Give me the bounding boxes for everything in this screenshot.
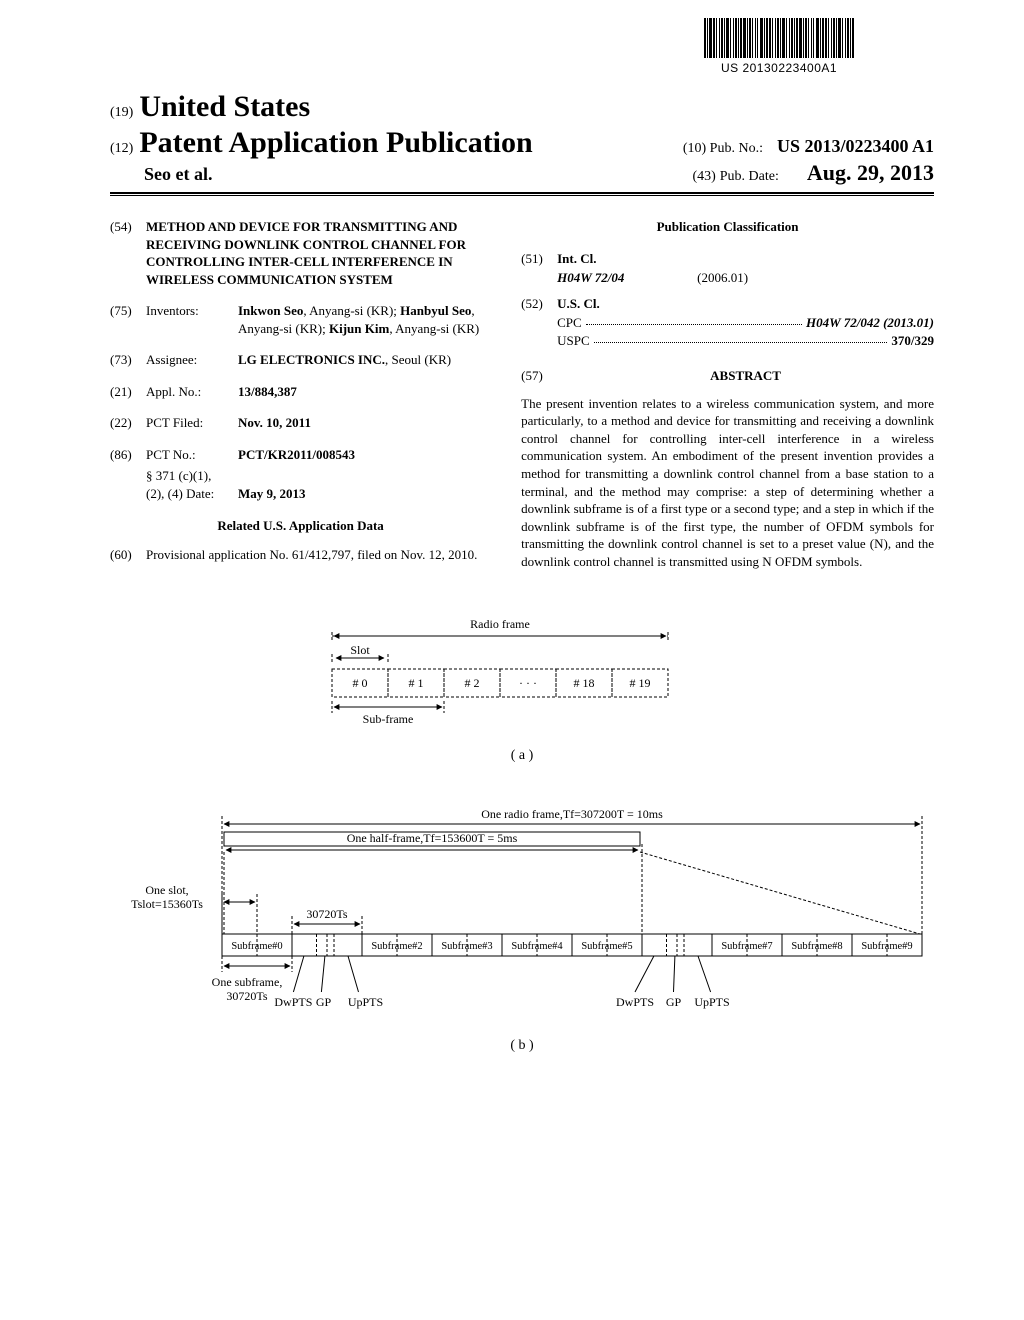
applno-label: Appl. No.: [146, 383, 238, 401]
svg-text:Sub-frame: Sub-frame [363, 712, 414, 726]
pct-filed: Nov. 10, 2011 [238, 414, 491, 432]
pctfiled-label: PCT Filed: [146, 414, 238, 432]
svg-text:30720Ts: 30720Ts [306, 907, 347, 921]
divider-thin [110, 195, 934, 196]
svg-text:Slot: Slot [350, 643, 370, 657]
country: United States [139, 90, 310, 124]
inventors-label: Inventors: [146, 302, 238, 337]
field-num-43: (43) [692, 169, 715, 184]
field-num-54: (54) [110, 218, 146, 288]
svg-text:GP: GP [666, 995, 682, 1009]
figure-a-caption: ( a ) [110, 748, 934, 764]
authors: Seo et al. [144, 164, 212, 185]
pct-no: PCT/KR2011/008543 [238, 446, 491, 464]
field-num-52: (52) [521, 295, 557, 313]
divider-thick [110, 192, 934, 194]
provisional-app: Provisional application No. 61/412,797, … [146, 546, 491, 564]
svg-text:· · ·: · · · [519, 676, 537, 690]
field-num-57: (57) [521, 367, 557, 385]
svg-text:# 18: # 18 [574, 676, 595, 690]
doc-type: Patent Application Publication [139, 126, 532, 160]
svg-text:One radio frame,Tf=307200T = 1: One radio frame,Tf=307200T = 10ms [481, 807, 663, 821]
field-num-60: (60) [110, 546, 146, 564]
pub-class-header: Publication Classification [521, 218, 934, 236]
appl-no: 13/884,387 [238, 383, 491, 401]
svg-text:Tslot=15360Ts: Tslot=15360Ts [131, 897, 203, 911]
svg-text:DwPTS: DwPTS [616, 995, 654, 1009]
svg-text:# 0: # 0 [353, 676, 368, 690]
field-num-73: (73) [110, 351, 146, 369]
svg-text:DwPTS: DwPTS [274, 995, 312, 1009]
dots-icon [594, 332, 888, 343]
pubdate-label: Pub. Date: [720, 169, 779, 184]
svg-text:One half-frame,Tf=153600T = 5m: One half-frame,Tf=153600T = 5ms [347, 831, 518, 845]
biblio-columns: (54) METHOD AND DEVICE FOR TRANSMITTING … [110, 218, 934, 578]
intcl-code: H04W 72/04 [557, 269, 697, 287]
figure-b-caption: ( b ) [110, 1038, 934, 1054]
field-num-22: (22) [110, 414, 146, 432]
left-column: (54) METHOD AND DEVICE FOR TRANSMITTING … [110, 218, 491, 578]
pub-date: Aug. 29, 2013 [807, 160, 934, 185]
field-num-19: (19) [110, 105, 133, 121]
header: (19) United States (12) Patent Applicati… [110, 90, 934, 196]
pubno-label: Pub. No.: [710, 141, 763, 156]
inventors: Inkwon Seo, Anyang-si (KR); Hanbyul Seo,… [238, 302, 491, 337]
field-num-12: (12) [110, 141, 133, 157]
intcl-label: Int. Cl. [557, 250, 934, 268]
uspc-label: USPC [557, 332, 590, 350]
cpc-label: CPC [557, 314, 582, 332]
barcode-block: US 20130223400A1 [704, 18, 854, 75]
figure-a: Radio frame Slot # 0 # 1 # 2 · · · # 18 # 19 Sub… [312, 614, 732, 734]
s371-date: May 9, 2013 [238, 485, 491, 503]
intcl-date: (2006.01) [697, 269, 748, 287]
cpc-code: H04W 72/042 (2013.01) [806, 315, 934, 330]
pctno-label: PCT No.: [146, 446, 238, 464]
related-app-header: Related U.S. Application Data [110, 517, 491, 535]
assignee: LG ELECTRONICS INC., Seoul (KR) [238, 351, 491, 369]
s371-line2: (2), (4) Date: [146, 485, 238, 503]
figure-b: One radio frame,Tf=307200T = 10ms One hal… [112, 804, 932, 1024]
barcode-number: US 20130223400A1 [704, 61, 854, 75]
svg-text:UpPTS: UpPTS [348, 995, 383, 1009]
dots-icon [586, 314, 802, 325]
svg-text:GP: GP [316, 995, 332, 1009]
field-num-10: (10) [683, 141, 706, 156]
s371-line1: § 371 (c)(1), [146, 467, 491, 485]
uscl-label: U.S. Cl. [557, 295, 934, 313]
abstract-text: The present invention relates to a wirel… [521, 395, 934, 570]
svg-text:UpPTS: UpPTS [694, 995, 729, 1009]
cpc-value: H04W 72/042 (2013.01) [806, 314, 934, 332]
uspc-value: 370/329 [891, 332, 934, 350]
svg-text:30720Ts: 30720Ts [226, 989, 267, 1003]
svg-text:One subframe,: One subframe, [212, 975, 283, 989]
field-num-86: (86) [110, 446, 146, 464]
svg-text:One slot,: One slot, [145, 883, 188, 897]
svg-text:Radio frame: Radio frame [470, 617, 530, 631]
abstract-header: ABSTRACT [557, 367, 934, 385]
svg-text:# 19: # 19 [630, 676, 651, 690]
right-column: Publication Classification (51) Int. Cl.… [521, 218, 934, 578]
field-num-51: (51) [521, 250, 557, 268]
figures: Radio frame Slot # 0 # 1 # 2 · · · # 18 # 19 Sub… [110, 614, 934, 1054]
svg-text:# 1: # 1 [409, 676, 424, 690]
pub-number: US 2013/0223400 A1 [777, 136, 934, 156]
barcode [704, 18, 854, 58]
svg-text:# 2: # 2 [465, 676, 480, 690]
invention-title: METHOD AND DEVICE FOR TRANSMITTING AND R… [146, 218, 491, 288]
assignee-label: Assignee: [146, 351, 238, 369]
field-num-21: (21) [110, 383, 146, 401]
field-num-75: (75) [110, 302, 146, 337]
